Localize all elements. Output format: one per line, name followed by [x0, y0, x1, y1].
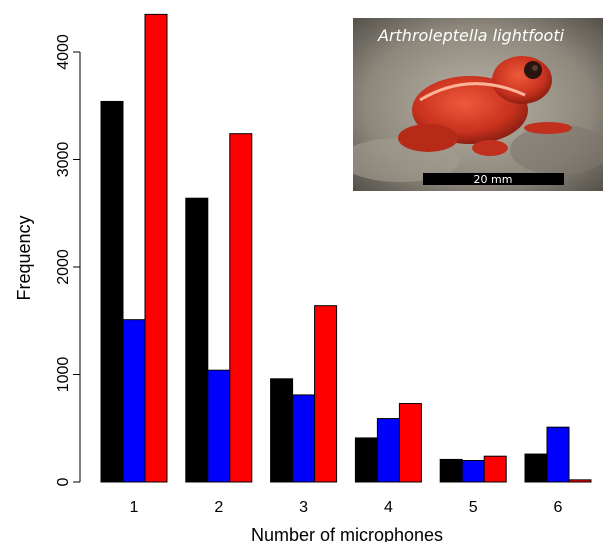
bar-3-4	[398, 403, 422, 483]
bar-3-2	[229, 133, 253, 483]
y-tick-label: 2000	[55, 249, 72, 285]
x-tick-label: 5	[469, 499, 478, 516]
x-tick-label: 4	[384, 499, 393, 516]
y-axis: 0 1000 2000 3000 4000	[55, 34, 81, 486]
bar-2-5	[461, 460, 485, 483]
x-axis-tick-labels: 1 2 3 4 5 6	[130, 499, 563, 516]
x-tick-label: 6	[554, 499, 563, 516]
y-tick-label: 3000	[55, 142, 72, 178]
bar-2-3	[292, 394, 316, 483]
bar-3-5	[483, 455, 507, 483]
y-tick-label: 4000	[55, 34, 72, 70]
y-tick-label: 0	[55, 477, 72, 486]
x-tick-label: 2	[214, 499, 223, 516]
bar-3-3	[314, 305, 338, 483]
bar-2-4	[376, 418, 400, 483]
species-name: Arthroleptella lightfooti	[377, 26, 565, 45]
bars	[100, 13, 592, 483]
x-axis-title: Number of microphones	[251, 525, 443, 542]
inset-photo: Arthroleptella lightfooti 20 mm	[353, 18, 603, 191]
bar-1-2	[185, 197, 209, 483]
bar-3-6	[568, 479, 592, 483]
bar-1-5	[439, 458, 463, 483]
bar-1-6	[524, 453, 548, 483]
scale-bar-label: 20 mm	[474, 173, 513, 186]
bar-1-1	[100, 100, 124, 483]
bar-2-2	[207, 369, 231, 483]
bar-2-6	[546, 426, 570, 483]
bar-1-4	[354, 437, 378, 483]
y-axis-title: Frequency	[14, 215, 34, 300]
bar-1-3	[270, 378, 294, 483]
rock-texture	[510, 125, 603, 175]
frog-icon	[398, 56, 572, 156]
x-tick-label: 1	[130, 499, 139, 516]
bar-3-1	[144, 13, 168, 483]
scale-bar	[423, 173, 564, 185]
y-tick-label: 1000	[55, 357, 72, 393]
x-tick-label: 3	[299, 499, 308, 516]
bar-2-1	[122, 319, 146, 483]
